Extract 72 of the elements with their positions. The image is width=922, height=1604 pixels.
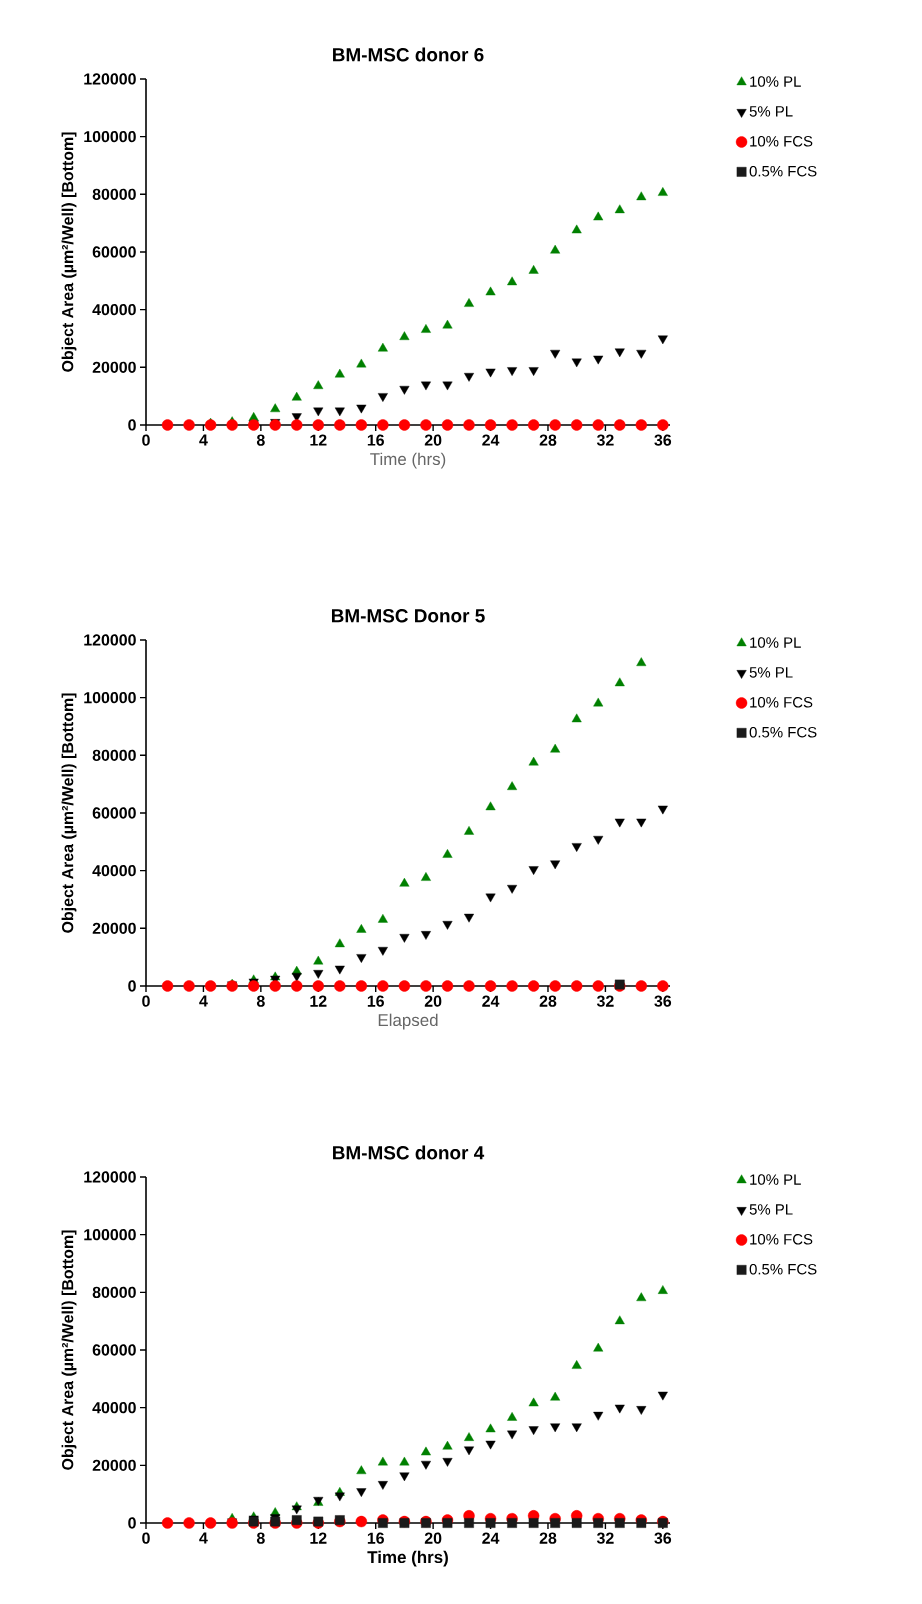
- y-tick-label: 0: [128, 1517, 136, 1529]
- y-tick-label: 80000: [92, 749, 136, 761]
- x-axis-title: Elapsed: [378, 1013, 438, 1030]
- legend-label: 10% PL: [750, 1174, 801, 1185]
- y-tick-label: 80000: [92, 188, 136, 200]
- x-tick-label: 36: [654, 1532, 672, 1544]
- legend-label: 10% PL: [750, 76, 801, 87]
- x-tick-label: 32: [596, 434, 614, 446]
- y-tick-label: 0: [128, 980, 136, 992]
- legend-label: 5% PL: [749, 1204, 793, 1215]
- x-tick-label: 24: [482, 434, 500, 446]
- x-tick-label: 8: [256, 995, 265, 1007]
- x-tick-label: 28: [539, 1532, 557, 1544]
- legend-label: 10% FCS: [750, 135, 813, 147]
- x-tick-label: 36: [654, 995, 672, 1007]
- x-tick-label: 20: [424, 434, 442, 446]
- x-axis-title: Time (hrs): [370, 452, 446, 469]
- y-tick-label: 120000: [84, 73, 136, 85]
- y-tick-label: 80000: [92, 1286, 136, 1298]
- y-tick-label: 40000: [92, 304, 136, 316]
- x-tick-label: 12: [310, 1532, 327, 1544]
- x-tick-label: 4: [199, 995, 208, 1007]
- y-tick-label: 40000: [92, 1402, 136, 1414]
- y-tick-label: 100000: [84, 130, 136, 143]
- x-tick-label: 12: [310, 995, 327, 1007]
- legend-label: 0.5% FCS: [749, 165, 817, 177]
- x-tick-label: 28: [539, 434, 557, 446]
- x-tick-label: 20: [424, 1532, 442, 1544]
- y-tick-label: 120000: [84, 1171, 136, 1183]
- y-tick-label: 60000: [92, 1344, 136, 1356]
- chart-title: BM-MSC Donor 5: [331, 609, 485, 623]
- x-tick-label: 28: [539, 995, 557, 1007]
- x-tick-label: 24: [482, 1532, 500, 1544]
- x-tick-label: 16: [367, 995, 384, 1007]
- legend-label: 5% PL: [749, 106, 793, 117]
- legend-label: 10% FCS: [750, 1234, 813, 1245]
- y-tick-label: 100000: [84, 1229, 136, 1241]
- y-tick-label: 60000: [92, 246, 136, 258]
- x-tick-label: 0: [142, 434, 150, 446]
- x-tick-label: 0: [142, 995, 150, 1007]
- x-tick-label: 12: [310, 434, 327, 446]
- x-tick-label: 0: [142, 1532, 150, 1544]
- x-tick-label: 32: [596, 1532, 614, 1544]
- chart-title: BM-MSC donor 6: [333, 47, 484, 62]
- legend-label: 10% PL: [750, 637, 801, 648]
- x-tick-label: 16: [367, 1532, 384, 1544]
- y-tick-label: 20000: [92, 361, 136, 373]
- y-axis-title: Object Area (µm²/Well) [Bottom]: [61, 1230, 77, 1470]
- legend-label: 5% PL: [749, 667, 793, 678]
- y-tick-label: 40000: [92, 865, 136, 877]
- x-tick-label: 24: [482, 995, 500, 1007]
- x-tick-label: 4: [199, 434, 208, 446]
- x-tick-label: 20: [424, 995, 442, 1007]
- y-tick-label: 0: [128, 419, 136, 431]
- x-axis-title: Time (hrs): [367, 1550, 448, 1567]
- legend-label: 0.5% FCS: [749, 726, 817, 738]
- y-tick-label: 20000: [92, 1459, 136, 1471]
- x-tick-label: 8: [256, 434, 265, 446]
- y-axis-title: Object Area (µm²/Well) [Bottom]: [61, 693, 77, 933]
- x-tick-label: 32: [596, 995, 614, 1007]
- y-tick-label: 100000: [84, 692, 136, 704]
- y-tick-label: 20000: [92, 922, 136, 934]
- y-tick-label: 120000: [84, 634, 136, 646]
- x-tick-label: 4: [199, 1532, 208, 1544]
- x-tick-label: 36: [654, 434, 672, 446]
- legend-label: 0.5% FCS: [749, 1263, 817, 1275]
- chart-title: BM-MSC donor 4: [333, 1145, 485, 1160]
- y-axis-title: Object Area (µm²/Well) [Bottom]: [61, 132, 77, 372]
- legend-label: 10% FCS: [750, 697, 813, 708]
- y-tick-label: 60000: [92, 807, 136, 819]
- x-tick-label: 16: [367, 434, 384, 446]
- x-tick-label: 8: [256, 1532, 265, 1544]
